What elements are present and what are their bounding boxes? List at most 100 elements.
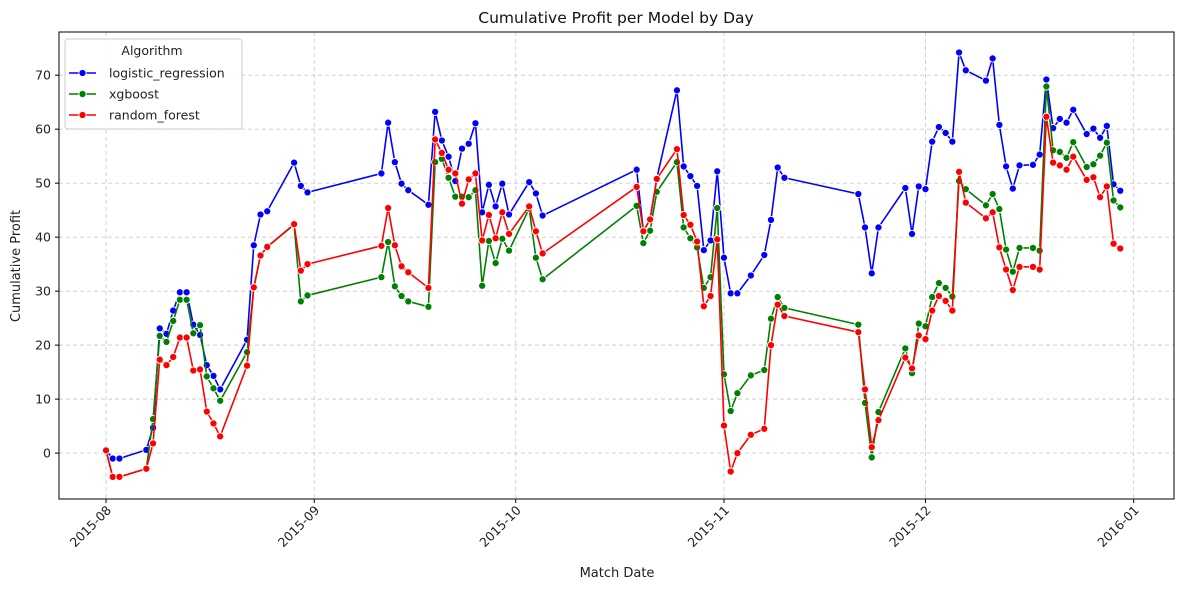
- data-point-random_forest: [726, 467, 735, 476]
- y-tick-label: 10: [35, 392, 51, 407]
- data-point-random_forest: [504, 229, 514, 238]
- data-point-logistic_regression: [1002, 162, 1011, 171]
- data-point-xgboost: [1008, 267, 1017, 276]
- data-point-xgboost: [491, 259, 500, 268]
- data-point-xgboost: [672, 158, 682, 167]
- data-point-logistic_regression: [733, 289, 742, 298]
- legend-marker-xgboost: [78, 89, 87, 99]
- data-point-logistic_regression: [860, 223, 870, 232]
- data-point-random_forest: [1109, 239, 1118, 248]
- data-point-random_forest: [162, 361, 171, 370]
- data-point-xgboost: [498, 234, 507, 243]
- data-point-logistic_regression: [746, 271, 755, 280]
- data-point-logistic_regression: [693, 181, 702, 190]
- data-point-xgboost: [243, 348, 252, 357]
- data-point-logistic_regression: [874, 223, 883, 232]
- data-point-xgboost: [169, 316, 178, 325]
- data-point-xgboost: [981, 201, 990, 210]
- data-point-logistic_regression: [457, 144, 467, 153]
- data-point-logistic_regression: [766, 215, 776, 224]
- data-point-random_forest: [155, 355, 164, 364]
- data-point-xgboost: [1069, 138, 1078, 147]
- data-point-logistic_regression: [760, 250, 769, 260]
- data-point-random_forest: [955, 167, 964, 176]
- data-point-xgboost: [941, 283, 950, 292]
- data-point-random_forest: [699, 302, 708, 311]
- data-point-random_forest: [672, 145, 682, 154]
- data-point-random_forest: [1049, 158, 1058, 167]
- data-point-logistic_regression: [632, 165, 641, 174]
- data-point-xgboost: [155, 331, 164, 341]
- data-point-logistic_regression: [948, 137, 957, 146]
- data-point-random_forest: [404, 268, 413, 277]
- series-logistic_regression: [101, 48, 1125, 463]
- data-point-logistic_regression: [115, 454, 124, 463]
- series-random_forest: [101, 112, 1125, 481]
- data-point-random_forest: [1035, 265, 1044, 274]
- data-point-xgboost: [901, 344, 910, 353]
- data-point-logistic_regression: [1069, 105, 1078, 114]
- data-point-logistic_regression: [941, 128, 950, 138]
- data-point-random_forest: [652, 174, 661, 183]
- y-tick-label: 30: [35, 284, 51, 299]
- data-point-logistic_regression: [424, 200, 433, 209]
- data-point-logistic_regression: [961, 66, 970, 75]
- data-point-random_forest: [941, 296, 950, 305]
- data-point-logistic_regression: [934, 122, 943, 132]
- data-point-random_forest: [182, 333, 191, 342]
- data-point-logistic_regression: [108, 454, 117, 463]
- data-point-logistic_regression: [404, 186, 413, 195]
- data-point-logistic_regression: [854, 189, 863, 199]
- data-point-xgboost: [397, 291, 406, 301]
- data-point-xgboost: [216, 396, 225, 405]
- data-point-logistic_regression: [1035, 150, 1044, 159]
- data-point-xgboost: [182, 295, 191, 304]
- legend-label-logistic_regression: logistic_regression: [109, 66, 225, 81]
- data-point-logistic_regression: [914, 182, 923, 191]
- data-point-random_forest: [914, 331, 923, 340]
- data-point-random_forest: [646, 215, 655, 224]
- data-point-random_forest: [209, 419, 218, 428]
- data-point-xgboost: [746, 371, 755, 380]
- data-point-random_forest: [693, 237, 702, 246]
- data-point-random_forest: [498, 208, 507, 217]
- data-point-xgboost: [1089, 160, 1098, 169]
- data-point-random_forest: [928, 306, 937, 315]
- plot-frame: [58, 31, 1175, 500]
- data-point-random_forest: [639, 227, 648, 236]
- data-point-xgboost: [1002, 245, 1011, 254]
- data-point-logistic_regression: [1062, 118, 1071, 127]
- data-point-xgboost: [464, 193, 473, 202]
- data-point-logistic_regression: [672, 86, 682, 95]
- data-point-random_forest: [632, 182, 641, 191]
- data-point-logistic_regression: [907, 229, 917, 238]
- chart-title: Cumulative Profit per Model by Day: [478, 9, 753, 27]
- data-point-random_forest: [1008, 286, 1017, 295]
- data-point-random_forest: [303, 260, 312, 269]
- legend-marker-random_forest: [78, 110, 87, 120]
- data-point-xgboost: [934, 278, 943, 288]
- data-point-xgboost: [1055, 147, 1064, 156]
- data-point-xgboost: [202, 372, 211, 381]
- data-point-random_forest: [444, 165, 453, 174]
- data-point-random_forest: [451, 169, 460, 178]
- data-point-random_forest: [290, 220, 299, 229]
- data-point-random_forest: [148, 439, 158, 448]
- data-point-xgboost: [760, 365, 769, 375]
- data-point-random_forest: [988, 208, 997, 217]
- data-point-logistic_regression: [1015, 161, 1024, 170]
- data-point-random_forest: [169, 352, 178, 362]
- data-point-logistic_regression: [209, 371, 218, 380]
- data-point-logistic_regression: [148, 423, 158, 432]
- data-point-logistic_regression: [686, 172, 695, 181]
- data-point-logistic_regression: [256, 210, 265, 219]
- data-point-logistic_regression: [1055, 114, 1064, 123]
- data-point-random_forest: [746, 430, 755, 439]
- data-point-random_forest: [531, 227, 540, 236]
- data-point-random_forest: [377, 241, 386, 250]
- legend-label-xgboost: xgboost: [109, 87, 159, 102]
- data-point-random_forest: [1028, 262, 1037, 271]
- data-point-random_forest: [484, 210, 493, 220]
- data-point-random_forest: [719, 421, 729, 430]
- data-point-random_forest: [1089, 173, 1098, 182]
